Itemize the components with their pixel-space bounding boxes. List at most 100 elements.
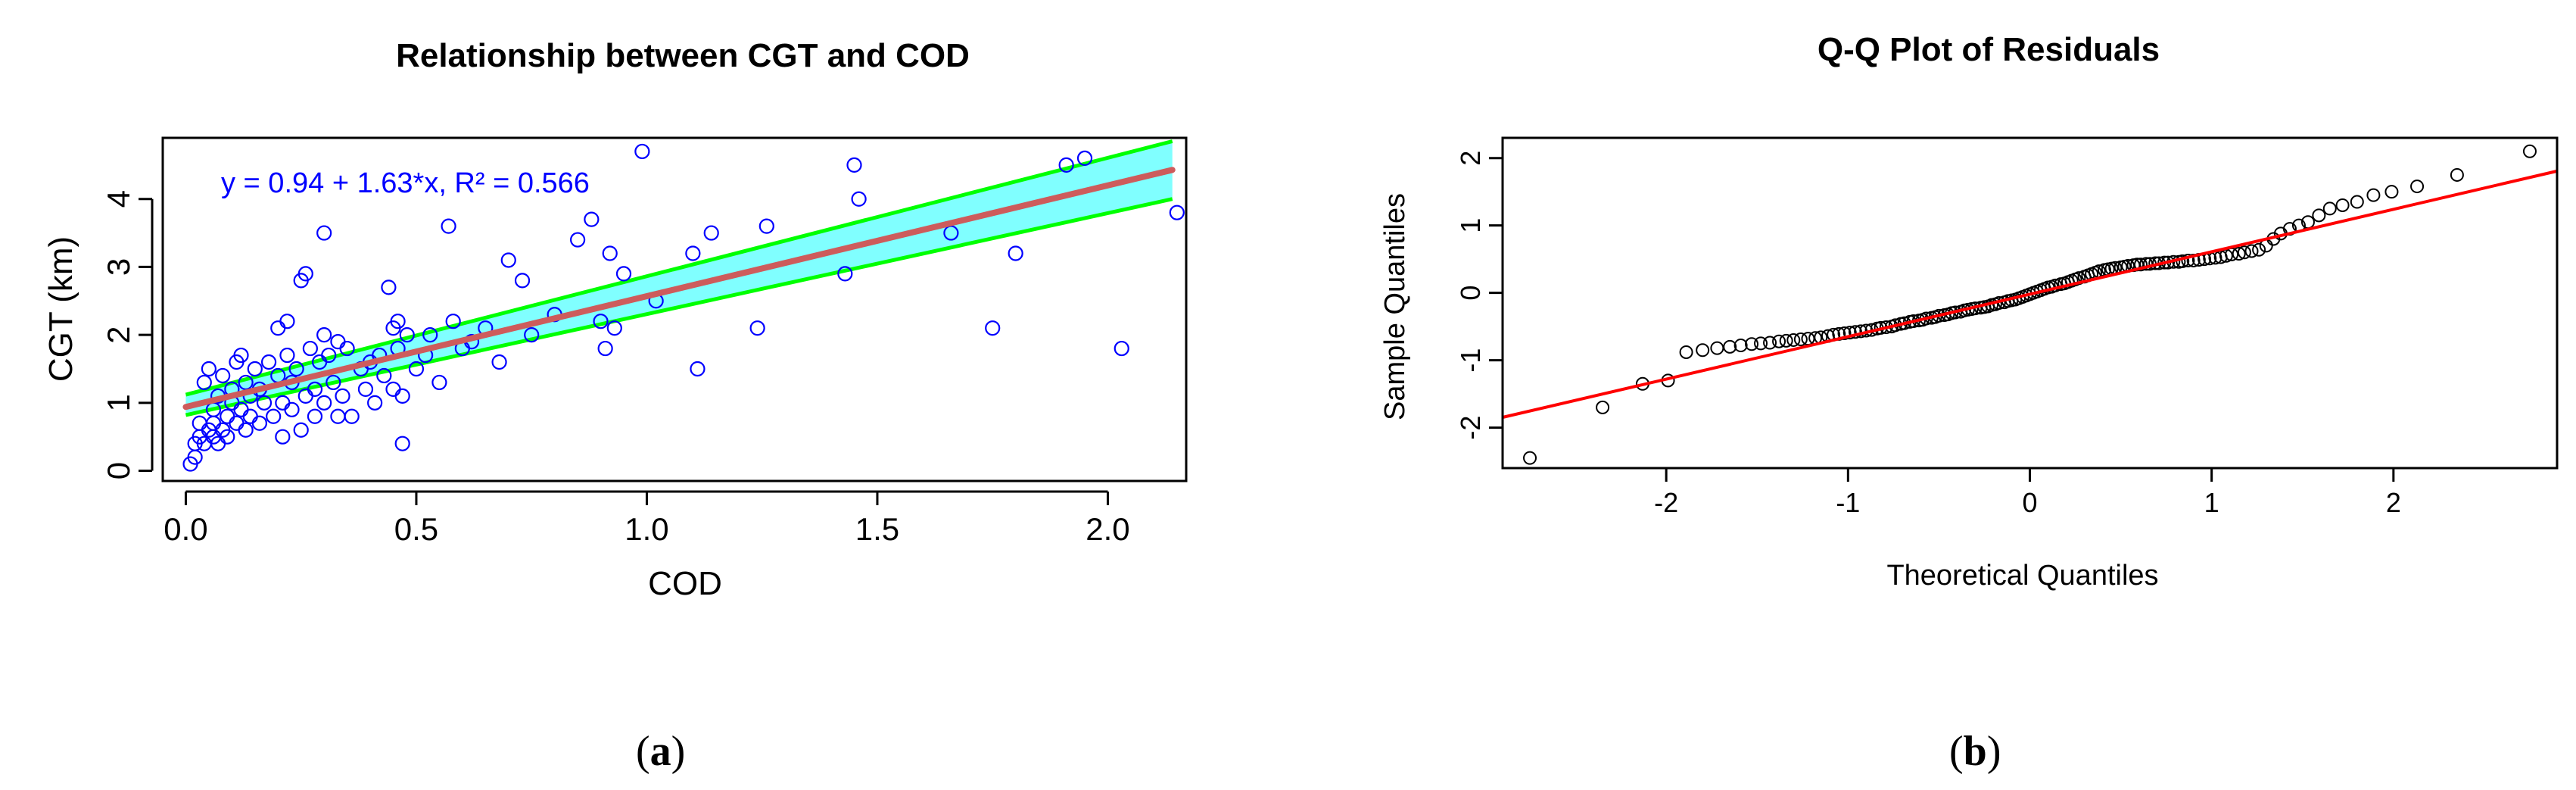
qq-point — [1754, 336, 1768, 351]
data-point — [330, 334, 346, 350]
chart-a-x-axis: 0.0 0.5 1.0 1.5 2.0 — [164, 490, 1130, 547]
chart-b-reference-line — [1502, 169, 2558, 419]
x-tick-label: 1.5 — [855, 511, 899, 547]
chart-a-y-label: CGT (km) — [42, 236, 79, 382]
qq-point — [1696, 343, 1710, 358]
data-point — [602, 245, 618, 261]
x-tick-label: -1 — [1836, 487, 1860, 518]
data-point — [275, 395, 291, 411]
chart-a-y-axis: 0 1 2 3 4 — [101, 190, 154, 479]
y-tick-label: 1 — [1455, 218, 1486, 233]
qq-point — [1848, 325, 1862, 339]
data-point — [275, 429, 291, 445]
data-point — [445, 314, 461, 329]
data-point — [260, 354, 277, 370]
data-point — [297, 266, 313, 282]
qq-point — [2450, 167, 2464, 182]
data-point — [837, 266, 853, 282]
y-tick-label: 2 — [1455, 151, 1486, 166]
data-point — [215, 367, 231, 384]
data-point — [606, 320, 622, 336]
data-point — [851, 191, 867, 207]
x-tick-label: 1.0 — [625, 511, 668, 547]
qq-point — [2384, 185, 2399, 199]
panel-a-scatter-chart: Relationship between CGT and COD y = 0.9… — [42, 37, 1188, 775]
qq-point — [1786, 333, 1801, 347]
qq-point — [2410, 180, 2425, 194]
qq-point — [2522, 144, 2537, 158]
caption-a: (a) — [636, 728, 685, 775]
data-point — [297, 388, 313, 404]
chart-a-title: Relationship between CGT and COD — [396, 37, 970, 74]
data-point — [376, 367, 392, 384]
data-point — [316, 225, 332, 241]
confidence-band-lower — [185, 197, 1173, 417]
qq-point — [1596, 400, 1610, 414]
chart-a-points — [182, 143, 1185, 472]
data-point — [284, 401, 300, 417]
data-point — [293, 422, 309, 438]
data-point — [381, 279, 397, 295]
confidence-band-upper — [185, 139, 1173, 397]
x-tick-label: -2 — [1654, 487, 1678, 518]
y-tick-label: 2 — [101, 326, 136, 343]
data-point — [584, 211, 600, 227]
qq-point — [1837, 326, 1852, 341]
data-point — [326, 374, 341, 391]
x-tick-label: 0.0 — [164, 511, 207, 547]
qq-point — [2335, 198, 2350, 212]
data-point — [279, 314, 295, 329]
y-tick-label: 0 — [101, 462, 136, 479]
chart-b-x-axis: -2 -1 0 1 2 — [1654, 467, 2401, 518]
x-tick-label: 0.5 — [394, 511, 438, 547]
y-tick-label: 4 — [101, 190, 136, 208]
data-point — [302, 340, 318, 357]
qq-point — [2181, 253, 2195, 267]
data-point — [491, 354, 507, 370]
data-point — [266, 408, 282, 424]
chart-a-fit-line — [182, 167, 1176, 411]
caption-b: (b) — [1949, 728, 2001, 775]
x-tick-label: 1 — [2204, 487, 2219, 518]
x-tick-label: 0 — [2022, 487, 2037, 518]
data-point — [1114, 340, 1129, 357]
data-point — [634, 143, 650, 160]
data-point — [985, 320, 1001, 336]
qq-point — [2322, 201, 2337, 216]
data-point — [321, 347, 337, 364]
data-point — [422, 327, 438, 343]
y-tick-label: -2 — [1455, 416, 1486, 440]
data-point — [288, 361, 304, 377]
qq-reference-line — [1502, 169, 2558, 419]
regression-line — [182, 167, 1176, 411]
chart-a-equation: y = 0.94 + 1.63*x, R² = 0.566 — [221, 167, 590, 199]
data-point — [316, 327, 332, 343]
qq-point — [1793, 333, 1808, 347]
x-tick-label: 2.0 — [1086, 511, 1129, 547]
data-point — [703, 225, 719, 241]
qq-point — [1733, 339, 1748, 353]
data-point — [514, 273, 531, 289]
qq-point — [1679, 345, 1693, 359]
data-point — [685, 245, 701, 261]
qq-point — [1710, 341, 1724, 355]
caption-a-letter: a — [650, 728, 671, 775]
qq-point — [2134, 258, 2148, 272]
data-point — [615, 266, 632, 282]
data-point — [238, 374, 254, 391]
data-point — [758, 218, 774, 234]
data-point — [500, 252, 516, 268]
data-point — [307, 381, 323, 398]
qq-point — [2232, 247, 2246, 261]
y-tick-label: -1 — [1455, 348, 1486, 373]
data-point — [335, 388, 350, 404]
chart-a-x-label: COD — [648, 565, 722, 602]
data-point — [279, 347, 295, 364]
y-tick-label: 3 — [101, 258, 136, 276]
data-point — [251, 415, 267, 431]
y-tick-label: 0 — [1455, 286, 1486, 301]
chart-b-plot-frame — [1501, 136, 2559, 470]
qq-point — [1523, 451, 1537, 465]
data-point — [441, 218, 456, 234]
data-point — [690, 361, 706, 377]
